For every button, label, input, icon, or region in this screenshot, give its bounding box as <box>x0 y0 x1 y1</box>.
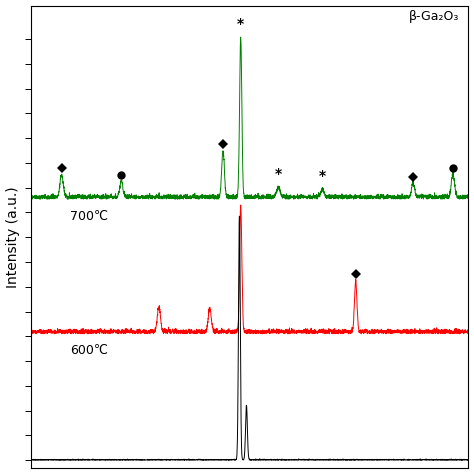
Text: β-Ga₂O₃: β-Ga₂O₃ <box>410 10 460 23</box>
Text: 600℃: 600℃ <box>71 344 109 357</box>
Text: *: * <box>275 167 282 182</box>
Text: *: * <box>319 169 326 183</box>
Text: *: * <box>237 17 244 31</box>
Text: 700℃: 700℃ <box>71 210 109 223</box>
Y-axis label: Intensity (a.u.): Intensity (a.u.) <box>6 186 19 288</box>
